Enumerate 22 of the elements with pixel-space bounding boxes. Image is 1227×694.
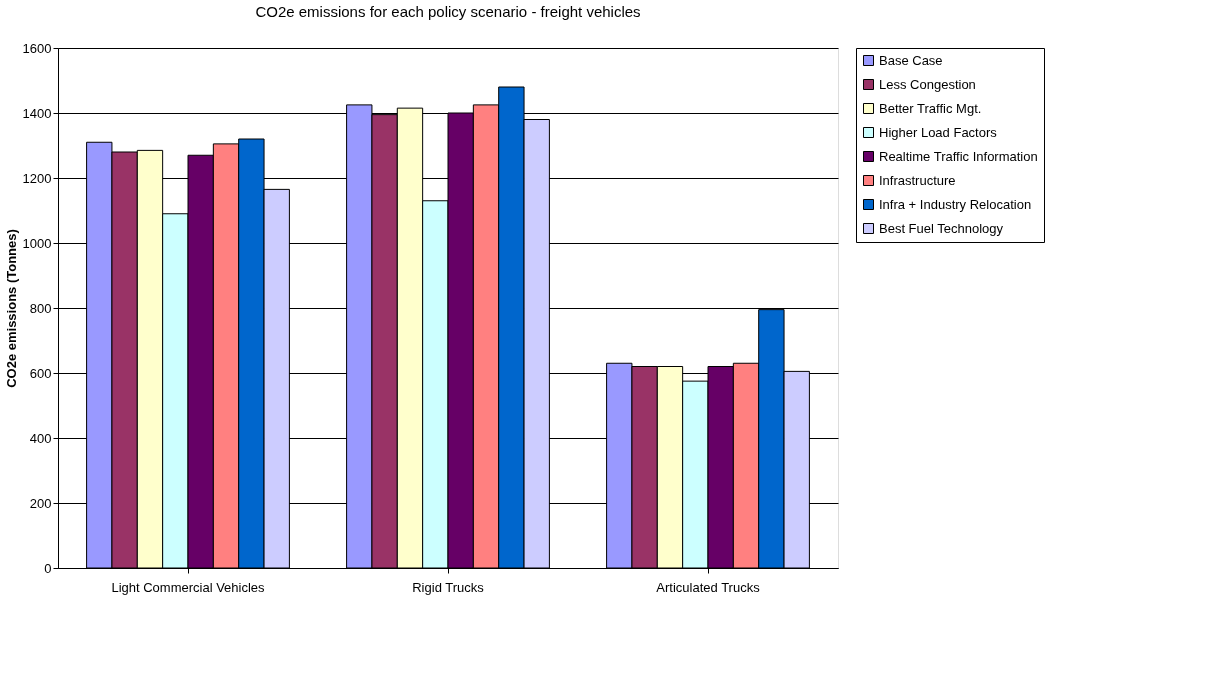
x-tick-label: Rigid Trucks bbox=[412, 579, 485, 595]
y-tick-label: 0 bbox=[44, 560, 52, 576]
legend-label: Less Congestion bbox=[879, 76, 976, 92]
legend-label: Best Fuel Technology bbox=[879, 220, 1004, 236]
y-tick-label: 800 bbox=[29, 300, 52, 316]
x-tick-label: Light Commercial Vehicles bbox=[111, 579, 266, 595]
chart-title: CO2e emissions for each policy scenario - freight vehicles bbox=[255, 3, 641, 20]
y-axis-title: CO2e emissions (Tonnes) bbox=[3, 229, 19, 388]
legend-label: Higher Load Factors bbox=[879, 124, 998, 140]
legend-label: Infrastructure bbox=[879, 172, 956, 188]
legend-label: Base Case bbox=[879, 52, 943, 68]
legend-label: Infra + Industry Relocation bbox=[879, 196, 1032, 212]
x-tick-label: Articulated Trucks bbox=[656, 579, 761, 595]
y-tick-label: 200 bbox=[29, 495, 52, 511]
y-tick-label: 1200 bbox=[22, 170, 52, 186]
y-tick-label: 1600 bbox=[22, 40, 52, 56]
legend-label: Realtime Traffic Information bbox=[879, 148, 1038, 164]
legend-label: Better Traffic Mgt. bbox=[879, 100, 982, 116]
y-tick-label: 1000 bbox=[22, 235, 52, 251]
y-tick-label: 1400 bbox=[22, 105, 52, 121]
y-tick-label: 600 bbox=[29, 365, 52, 381]
y-tick-label: 400 bbox=[29, 430, 52, 446]
